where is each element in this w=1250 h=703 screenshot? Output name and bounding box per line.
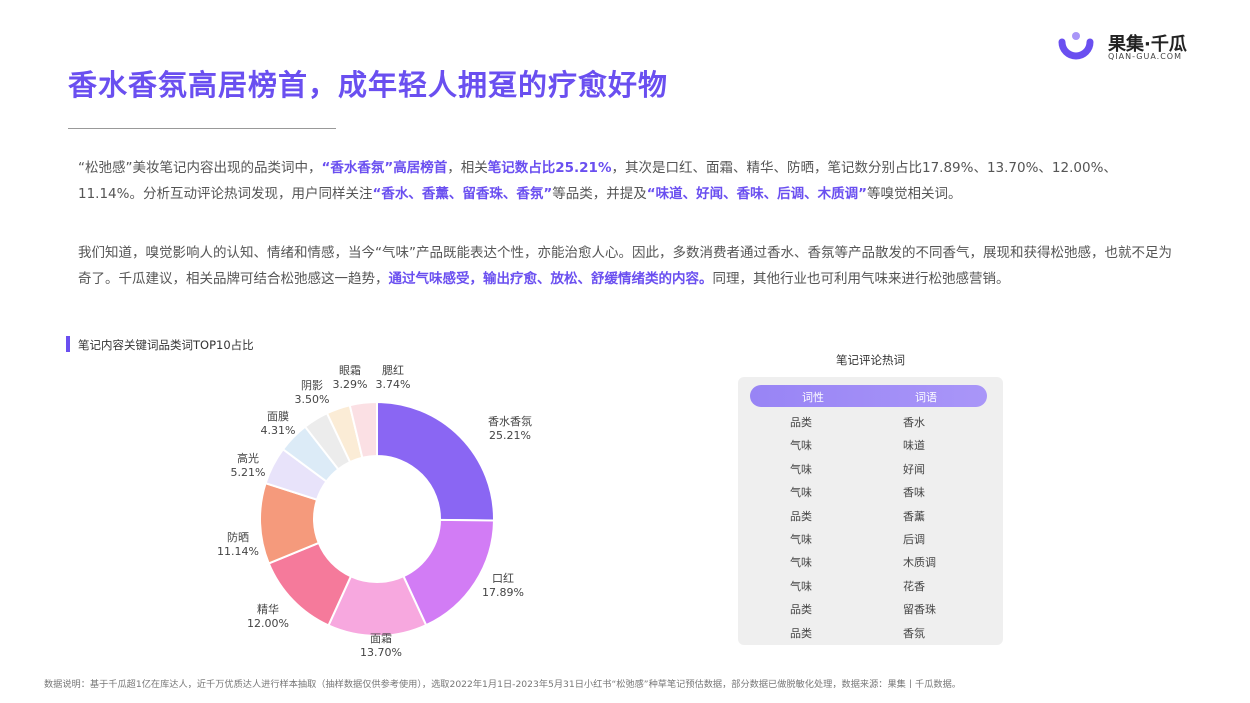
slice-8 bbox=[325, 404, 364, 464]
highlight-text: “味道、好闻、香味、后调、木质调” bbox=[646, 186, 867, 202]
paragraph-text: ，其次是口红、面霜、精华、防晒，笔记数分别占比17.89%、13.70%、12.… bbox=[78, 160, 1117, 202]
cell-pos: 气味 bbox=[790, 462, 812, 476]
cell-word: 香水 bbox=[903, 416, 925, 429]
table-row: 气味 花香 bbox=[738, 574, 1003, 597]
cell-word: 香氛 bbox=[903, 626, 925, 640]
paragraph-text: ，相关 bbox=[447, 160, 488, 176]
slice-3 bbox=[267, 541, 353, 627]
slice-value: 13.70% bbox=[360, 646, 402, 659]
paragraph-text: 等嗅觉相关词。 bbox=[866, 186, 962, 202]
data-footnote: 数据说明：基于千瓜超1亿在库达人，近千万优质达人进行样本抽取（抽样数据仅供参考使… bbox=[44, 679, 961, 690]
slice-label: 防晒 bbox=[227, 530, 249, 544]
slice-label: 面膜 bbox=[267, 410, 289, 423]
slice-0 bbox=[376, 400, 495, 522]
slice-value: 3.74% bbox=[376, 378, 411, 391]
table-header: 词性 词语 bbox=[750, 385, 987, 407]
cell-pos: 气味 bbox=[790, 556, 812, 570]
slice-value: 3.29% bbox=[333, 378, 368, 391]
slice-label: 面霜 bbox=[370, 632, 392, 645]
table-row: 品类 留香珠 bbox=[738, 597, 1003, 620]
cell-pos: 品类 bbox=[790, 509, 812, 523]
insight-paragraph: 我们知道，嗅觉影响人的认知、情绪和情感，当今“气味”产品既能表达个性，亦能治愈人… bbox=[78, 240, 1178, 292]
title-divider bbox=[68, 128, 336, 129]
logo-name: 果集·千瓜 bbox=[1108, 34, 1187, 55]
summary-paragraph: “松弛感”美妆笔记内容出现的品类词中，“香水香氛”高居榜首，相关笔记数占比25.… bbox=[78, 155, 1178, 207]
brand-logo: 果集·千瓜 QIAN-GUA.COM bbox=[1056, 26, 1206, 66]
slice-label: 精华 bbox=[257, 602, 279, 616]
slice-value: 17.89% bbox=[482, 586, 524, 599]
cell-word: 好闻 bbox=[903, 462, 925, 476]
paragraph-text: 等品类，并提及 bbox=[552, 186, 647, 202]
slice-label: 腮红 bbox=[382, 364, 404, 377]
table-row: 气味 好闻 bbox=[738, 457, 1003, 480]
cell-word: 味道 bbox=[903, 439, 925, 453]
table-row: 品类 香氛 bbox=[738, 621, 1003, 644]
slice-4 bbox=[259, 481, 321, 565]
slice-7 bbox=[303, 411, 352, 471]
page-title: 香水香氛高居榜首，成年轻人拥趸的疗愈好物 bbox=[68, 68, 669, 102]
table-row: 品类 香薰 bbox=[738, 504, 1003, 527]
cell-word: 留香珠 bbox=[903, 603, 936, 617]
slice-value: 25.21% bbox=[489, 429, 531, 442]
highlight-text: “香水香氛”高居榜首 bbox=[321, 160, 448, 176]
chart-title: 笔记内容关键词品类词TOP10占比 bbox=[78, 338, 254, 352]
table-row: 气味 味道 bbox=[738, 433, 1003, 456]
slice-label: 香水香氛 bbox=[488, 415, 532, 428]
cell-pos: 气味 bbox=[790, 486, 812, 500]
logo-url: QIAN-GUA.COM bbox=[1108, 52, 1183, 61]
table-row: 气味 木质调 bbox=[738, 550, 1003, 573]
slice-value: 12.00% bbox=[247, 617, 289, 630]
cell-pos: 品类 bbox=[790, 416, 812, 429]
cell-pos: 气味 bbox=[790, 439, 812, 453]
table-row: 气味 香味 bbox=[738, 480, 1003, 503]
slice-6 bbox=[281, 425, 340, 483]
slice-value: 5.21% bbox=[231, 466, 266, 479]
cell-word: 香薰 bbox=[903, 509, 925, 523]
hotwords-table: 词性 词语 品类 香水 气味 味道 气味 好闻 气味 香味 品类 香薰 气味 后调 气味 木质调 气味 花香品… bbox=[738, 377, 1003, 645]
cell-word: 香味 bbox=[903, 486, 925, 500]
table-row: 气味 后调 bbox=[738, 527, 1003, 550]
paragraph-text: 我们知道，嗅觉影响人的认知、情绪和情感，当今“气味”产品既能表达个性，亦能治愈人… bbox=[78, 245, 1172, 287]
cell-pos: 品类 bbox=[790, 603, 812, 617]
slice-2 bbox=[327, 574, 428, 637]
slice-label: 阴影 bbox=[301, 379, 323, 392]
slice-value: 4.31% bbox=[261, 424, 296, 437]
cell-word: 花香 bbox=[903, 579, 925, 593]
slice-label: 口红 bbox=[492, 572, 514, 585]
cell-word: 木质调 bbox=[903, 556, 936, 570]
cell-pos: 气味 bbox=[790, 579, 812, 593]
table-row: 品类 香水 bbox=[738, 410, 1003, 433]
cell-pos: 品类 bbox=[790, 626, 812, 640]
slice-value: 11.14% bbox=[217, 545, 259, 558]
chart-title-accent bbox=[66, 336, 70, 352]
slice-value: 3.50% bbox=[295, 393, 330, 406]
slice-label: 眼霜 bbox=[339, 364, 361, 377]
slice-9 bbox=[348, 400, 378, 459]
cell-word: 后调 bbox=[903, 533, 925, 546]
slice-label: 高光 bbox=[237, 451, 259, 465]
highlight-text: “香水、香薰、留香珠、香氛” bbox=[372, 186, 553, 202]
highlight-text: 笔记数占比25.21% bbox=[487, 160, 612, 176]
cell-pos: 气味 bbox=[790, 533, 812, 546]
paragraph-text: 同理，其他行业也可利用气味来进行松弛感营销。 bbox=[712, 271, 1010, 287]
header-pos: 词性 bbox=[802, 391, 824, 404]
slice-1 bbox=[402, 518, 496, 627]
slice-5 bbox=[264, 447, 328, 501]
highlight-text: 通过气味感受，输出疗愈、放松、舒缓情绪类的内容。 bbox=[388, 271, 713, 287]
header-word: 词语 bbox=[915, 391, 937, 404]
qiangua-logo-icon bbox=[1058, 32, 1094, 60]
paragraph-text: “松弛感”美妆笔记内容出现的品类词中， bbox=[78, 160, 322, 176]
hotwords-title: 笔记评论热词 bbox=[836, 353, 905, 367]
